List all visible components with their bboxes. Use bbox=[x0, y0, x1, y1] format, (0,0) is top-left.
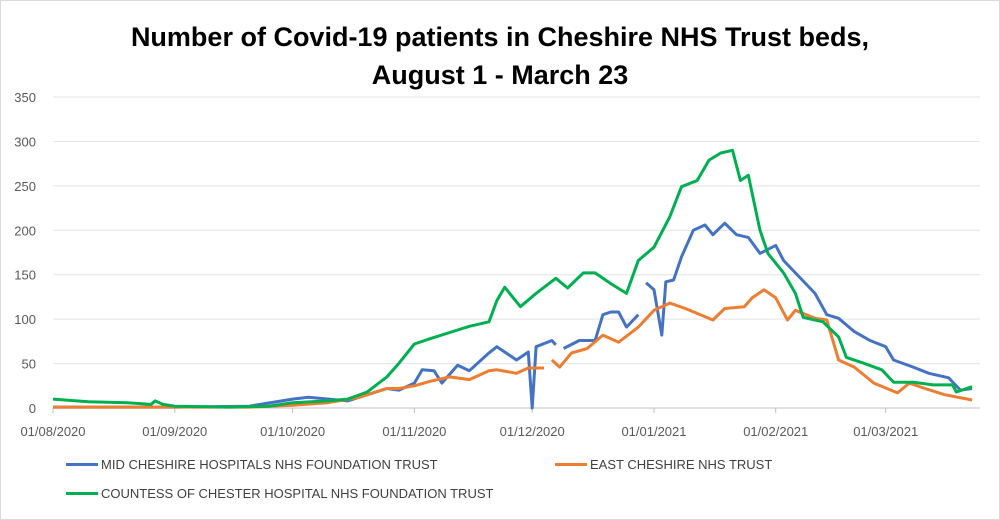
legend-label: EAST CHESHIRE NHS TRUST bbox=[590, 457, 773, 472]
legend-item-east-cheshire: EAST CHESHIRE NHS TRUST bbox=[555, 457, 772, 472]
y-tick-label: 350 bbox=[14, 90, 36, 105]
legend-swatch bbox=[555, 463, 587, 466]
x-tick-label: 01/12/2020 bbox=[500, 424, 565, 439]
x-tick-label: 01/11/2020 bbox=[382, 424, 446, 439]
y-tick-label: 50 bbox=[22, 357, 36, 372]
legend-label: COUNTESS OF CHESTER HOSPITAL NHS FOUNDAT… bbox=[101, 486, 494, 501]
y-tick-label: 150 bbox=[14, 268, 36, 283]
x-tick-label: 01/03/2021 bbox=[853, 424, 918, 439]
y-tick-label: 0 bbox=[29, 401, 36, 416]
legend-swatch bbox=[66, 492, 98, 495]
series-line-0 bbox=[53, 339, 557, 410]
legend-swatch bbox=[66, 463, 98, 466]
legend-label: MID CHESHIRE HOSPITALS NHS FOUNDATION TR… bbox=[101, 457, 438, 472]
series-line-2 bbox=[52, 148, 973, 409]
x-tick-label: 01/10/2020 bbox=[260, 424, 325, 439]
series-line-0 bbox=[562, 310, 640, 350]
legend-item-mid-cheshire: MID CHESHIRE HOSPITALS NHS FOUNDATION TR… bbox=[66, 457, 438, 472]
x-tick-label: 01/02/2021 bbox=[743, 424, 808, 439]
series-line-0 bbox=[645, 221, 973, 392]
y-tick-label: 250 bbox=[14, 179, 36, 194]
series-line-1 bbox=[550, 288, 973, 402]
y-tick-label: 300 bbox=[14, 134, 36, 149]
x-tick-label: 01/09/2020 bbox=[142, 424, 207, 439]
legend-item-countess-of-chester: COUNTESS OF CHESTER HOSPITAL NHS FOUNDAT… bbox=[66, 486, 493, 501]
x-tick-label: 01/08/2020 bbox=[20, 424, 85, 439]
x-tick-label: 01/01/2021 bbox=[621, 424, 686, 439]
chart-title: Number of Covid-19 patients in Cheshire … bbox=[130, 22, 870, 52]
y-tick-label: 200 bbox=[14, 223, 36, 238]
chart-subtitle: August 1 - March 23 bbox=[371, 60, 629, 90]
y-tick-label: 100 bbox=[14, 312, 36, 327]
